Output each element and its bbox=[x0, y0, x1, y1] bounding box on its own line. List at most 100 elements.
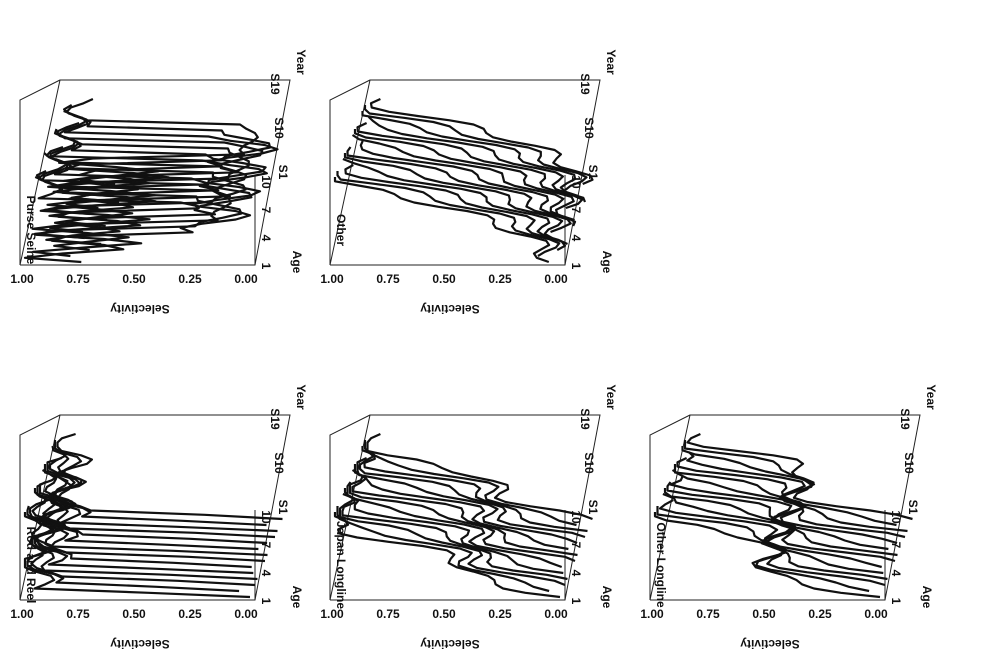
z-tick-label: S10 bbox=[272, 117, 286, 139]
z-axis-label: Year bbox=[294, 49, 308, 75]
y-tick-label: 0.50 bbox=[752, 607, 776, 621]
y-axis-label: Selectivity bbox=[110, 637, 170, 651]
surface-line bbox=[351, 469, 578, 557]
x-axis-label: Age bbox=[290, 251, 304, 274]
surface-line bbox=[366, 432, 593, 521]
surface-line bbox=[53, 440, 267, 527]
surface-line bbox=[346, 481, 563, 569]
surface-line bbox=[353, 129, 575, 215]
x-tick-label: 1 bbox=[889, 598, 903, 605]
x-tick-label: 4 bbox=[259, 570, 273, 577]
y-tick-label: 1.00 bbox=[640, 607, 664, 621]
surface-line bbox=[666, 481, 882, 569]
x-tick-label: 10 bbox=[259, 510, 273, 524]
surface-line bbox=[56, 432, 283, 521]
y-tick-label: 1.00 bbox=[10, 272, 34, 286]
y-tick-label: 0.75 bbox=[66, 607, 90, 621]
surface-line bbox=[356, 457, 578, 545]
surface-line bbox=[361, 111, 579, 198]
surface-line bbox=[363, 440, 577, 527]
y-tick-label: 0.50 bbox=[432, 607, 456, 621]
surface-line bbox=[333, 512, 561, 599]
surface-line bbox=[363, 105, 588, 191]
z-axis-label: Year bbox=[924, 384, 938, 410]
surface-line bbox=[346, 146, 572, 234]
z-tick-label: S10 bbox=[582, 452, 596, 474]
z-axis-label: Year bbox=[604, 49, 618, 75]
surface-line bbox=[48, 133, 268, 222]
surface-line bbox=[341, 492, 568, 581]
z-axis-label: Year bbox=[294, 384, 308, 410]
chart-panel: Rod and Reel 1.00 0.75 0.50 0.25 0.00 Selectiv… bbox=[10, 384, 308, 651]
surface-line bbox=[52, 109, 279, 198]
y-tick-label: 0.75 bbox=[376, 607, 400, 621]
y-tick-label: 0.75 bbox=[66, 272, 90, 286]
x-axis-label: Age bbox=[600, 251, 614, 274]
surface-line bbox=[31, 493, 258, 581]
surface-line bbox=[343, 488, 564, 575]
surface-line bbox=[333, 177, 551, 264]
y-tick-label: 0.50 bbox=[122, 607, 146, 621]
panel-title: Other bbox=[334, 214, 348, 246]
x-tick-label: 7 bbox=[889, 542, 903, 549]
surface-line bbox=[31, 164, 232, 252]
box-frame bbox=[329, 414, 371, 600]
x-tick-label: 10 bbox=[259, 175, 273, 189]
z-tick-label: S10 bbox=[272, 452, 286, 474]
z-tick-label: S19 bbox=[578, 73, 592, 95]
y-tick-label: 0.00 bbox=[864, 607, 888, 621]
y-tick-label: 0.50 bbox=[432, 272, 456, 286]
surface-line bbox=[338, 499, 566, 587]
x-tick-label: 4 bbox=[569, 235, 583, 242]
y-tick-label: 0.25 bbox=[178, 607, 202, 621]
x-tick-label: 1 bbox=[569, 263, 583, 270]
surface-line bbox=[353, 464, 569, 551]
surface-line bbox=[46, 140, 248, 228]
x-axis-label: Age bbox=[290, 586, 304, 609]
x-tick-label: 10 bbox=[569, 510, 583, 524]
surface-line bbox=[336, 506, 550, 593]
y-tick-label: 0.25 bbox=[178, 272, 202, 286]
x-tick-label: 10 bbox=[569, 175, 583, 189]
box-frame bbox=[649, 414, 921, 601]
y-tick-label: 1.00 bbox=[320, 272, 344, 286]
y-tick-label: 0.00 bbox=[544, 272, 568, 286]
surface-line bbox=[367, 116, 587, 203]
surface-line bbox=[359, 140, 577, 227]
surface-line bbox=[361, 446, 588, 533]
x-tick-label: 4 bbox=[259, 235, 273, 242]
y-tick-label: 0.25 bbox=[488, 272, 512, 286]
panel-title: Rod and Reel bbox=[24, 527, 38, 604]
z-tick-label: S19 bbox=[898, 408, 912, 430]
z-axis-label: Year bbox=[604, 384, 618, 410]
y-tick-label: 0.00 bbox=[544, 607, 568, 621]
x-tick-label: 1 bbox=[259, 263, 273, 270]
box-frame bbox=[329, 414, 601, 601]
y-tick-label: 1.00 bbox=[320, 607, 344, 621]
x-tick-label: 1 bbox=[259, 598, 273, 605]
box-frame bbox=[19, 414, 291, 601]
surface-line bbox=[351, 134, 575, 222]
surface-line bbox=[57, 97, 259, 186]
panel-title: Purse Seine bbox=[24, 196, 38, 265]
z-tick-label: S1 bbox=[276, 500, 290, 515]
surface-line bbox=[48, 451, 276, 539]
chart-panel: Other 1.00 0.75 0.50 0.25 0.00 Selectivity 1 4 7 1… bbox=[320, 49, 618, 316]
x-axis-label: Age bbox=[920, 586, 934, 609]
z-tick-label: S1 bbox=[906, 500, 920, 515]
y-tick-label: 0.00 bbox=[234, 607, 258, 621]
surface-line bbox=[57, 116, 264, 204]
chart-panel: Purse Seine 1.00 0.75 0.50 0.25 0.00 Selectivi… bbox=[10, 49, 308, 316]
surface-line bbox=[41, 157, 253, 246]
y-tick-label: 1.00 bbox=[10, 607, 34, 621]
box-frame bbox=[329, 79, 371, 265]
surface-line bbox=[343, 153, 564, 239]
y-axis-label: Selectivity bbox=[420, 637, 480, 651]
z-tick-label: S1 bbox=[586, 165, 600, 180]
surface-line bbox=[676, 457, 898, 545]
y-tick-label: 0.50 bbox=[122, 272, 146, 286]
z-tick-label: S1 bbox=[276, 165, 290, 180]
z-tick-label: S1 bbox=[586, 500, 600, 515]
surface-line bbox=[51, 445, 278, 533]
